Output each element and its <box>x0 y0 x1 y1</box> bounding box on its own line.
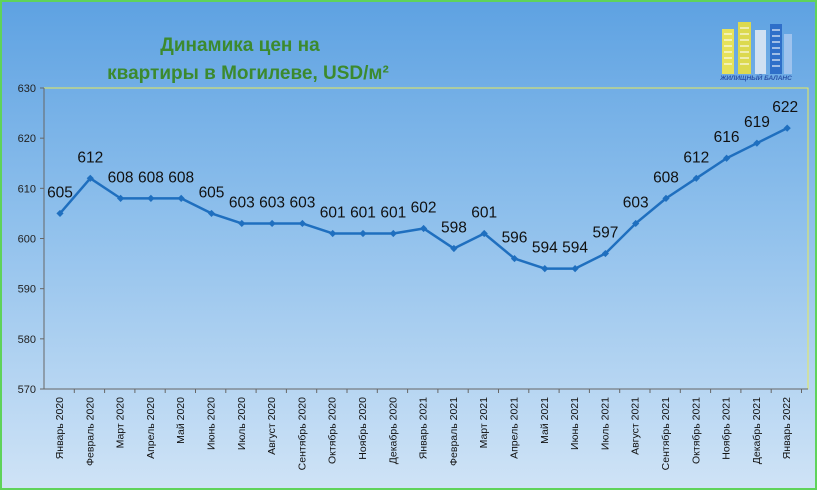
data-point <box>480 229 488 238</box>
plot-border <box>43 87 809 390</box>
x-tick-label: Январь 2022 <box>781 397 793 459</box>
x-tick-label: Март 2020 <box>115 397 127 449</box>
x-tick-label: Февраль 2021 <box>448 397 460 466</box>
data-point <box>510 254 519 263</box>
data-point <box>117 194 125 202</box>
x-tick-label: Май 2020 <box>175 397 187 444</box>
x-tick-label: Январь 2020 <box>54 397 66 459</box>
data-label: 602 <box>411 199 437 216</box>
x-tick-label: Январь 2021 <box>418 397 430 459</box>
data-label: 594 <box>532 240 558 257</box>
data-point <box>723 154 731 162</box>
logo: ЖИЛИЩНЫЙ БАЛАНС <box>719 22 792 82</box>
logo-buildings-icon <box>722 22 792 74</box>
x-tick-label: Декабрь 2021 <box>751 397 763 464</box>
series-line <box>59 127 788 270</box>
logo-text: ЖИЛИЩНЫЙ БАЛАНС <box>719 73 792 82</box>
plot-area: 570 580 590 600 610 620 630 Январь 2020 Февраль … <box>18 83 809 470</box>
data-point <box>298 219 306 228</box>
x-tick-label: Май 2021 <box>539 397 551 444</box>
x-tick-label: Март 2021 <box>478 397 490 449</box>
x-tick-label: Декабрь 2020 <box>387 397 399 464</box>
y-tick-label: 580 <box>18 334 36 346</box>
x-tick-label: Октябрь 2021 <box>690 397 702 464</box>
data-label: 603 <box>229 194 255 211</box>
data-label: 612 <box>77 149 103 166</box>
data-point <box>632 219 640 228</box>
x-tick-label: Июль 2020 <box>236 397 248 450</box>
data-label: 598 <box>441 220 467 237</box>
x-tick-label: Апрель 2020 <box>145 397 157 459</box>
x-tick-label: Сентябрь 2020 <box>296 397 308 470</box>
data-label: 597 <box>592 225 618 242</box>
data-label: 622 <box>772 99 798 116</box>
data-label: 603 <box>289 194 315 211</box>
data-point <box>359 229 367 238</box>
x-tick-label: Апрель 2021 <box>509 397 521 459</box>
y-tick-label: 590 <box>18 284 36 296</box>
data-point <box>420 224 428 233</box>
data-label: 601 <box>350 204 376 221</box>
data-point <box>389 229 397 238</box>
data-label: 605 <box>47 184 73 201</box>
data-point <box>783 124 791 132</box>
data-point <box>601 249 609 258</box>
data-label: 608 <box>168 169 194 186</box>
data-label: 594 <box>562 240 588 257</box>
chart-title-line-1: Динамика цен на <box>160 35 320 56</box>
x-tick-label: Сентябрь 2021 <box>660 397 672 470</box>
data-label: 616 <box>714 129 740 146</box>
x-tick-label: Октябрь 2020 <box>327 397 339 464</box>
data-label: 603 <box>623 194 649 211</box>
x-tick-label: Ноябрь 2021 <box>721 397 733 460</box>
data-point <box>268 219 276 228</box>
chart-title-line-2: квартиры в Могилеве, USD/м² <box>107 63 389 84</box>
x-tick-label: Июнь 2021 <box>569 397 581 450</box>
data-label: 608 <box>108 169 134 186</box>
data-point <box>238 219 246 228</box>
y-tick-label: 630 <box>18 83 36 95</box>
data-label: 608 <box>138 169 164 186</box>
x-tick-label: Август 2020 <box>266 397 278 455</box>
data-point <box>692 174 700 182</box>
x-tick-label: Февраль 2020 <box>84 397 96 466</box>
data-point <box>86 174 94 182</box>
data-point <box>56 209 64 218</box>
data-label: 601 <box>320 204 346 221</box>
data-point <box>753 139 761 147</box>
data-label: 601 <box>471 204 497 221</box>
data-point <box>450 244 458 253</box>
data-point <box>329 229 337 238</box>
data-label: 596 <box>502 230 528 247</box>
x-tick-label: Ноябрь 2020 <box>357 397 369 460</box>
data-point <box>571 265 579 273</box>
data-label: 605 <box>199 184 225 201</box>
data-point <box>662 194 670 202</box>
data-point <box>207 209 216 218</box>
x-tick-label: Июнь 2020 <box>206 397 218 450</box>
y-tick-label: 610 <box>18 183 36 195</box>
x-tick-label: Июль 2021 <box>599 397 611 450</box>
data-point <box>177 194 185 202</box>
data-label: 612 <box>683 149 709 166</box>
data-label: 608 <box>653 169 679 186</box>
data-point <box>147 194 155 202</box>
data-point <box>541 265 549 273</box>
y-tick-label: 620 <box>18 133 36 145</box>
y-tick-label: 570 <box>18 384 36 396</box>
data-label: 603 <box>259 194 285 211</box>
data-label: 619 <box>744 114 770 131</box>
x-tick-label: Август 2021 <box>630 397 642 455</box>
y-tick-label: 600 <box>18 234 36 246</box>
data-label: 601 <box>380 204 406 221</box>
